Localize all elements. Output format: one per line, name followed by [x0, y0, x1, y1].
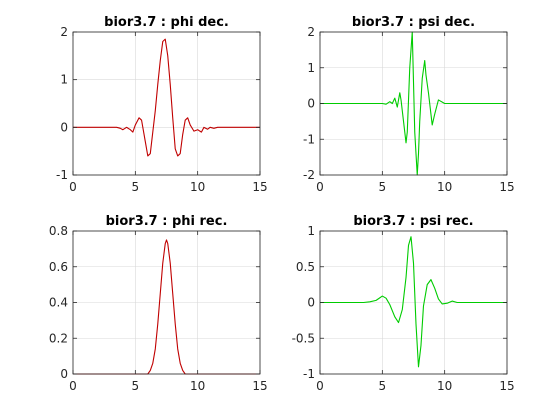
x-tick-label: 0 [69, 180, 77, 194]
y-tick-label: 0.5 [296, 260, 315, 274]
y-tick-label: -1 [303, 367, 315, 381]
subplot-2: 0 5 10 15 -2 -1 0 1 2 bior3.7 : psi dec. [303, 15, 515, 194]
y-tick-label: -1 [56, 168, 68, 182]
y-tick-label: 1 [60, 73, 68, 87]
y-tick-label: 0.4 [49, 296, 68, 310]
y-tick-label: 0 [60, 120, 68, 134]
x-tick-label: 10 [437, 379, 452, 393]
series-line-1 [320, 31, 507, 176]
y-tick-label: 0 [60, 367, 68, 381]
y-tick-label: 0 [307, 97, 315, 111]
chart-title: bior3.7 : psi rec. [353, 214, 473, 229]
x-tick-label: 5 [379, 180, 387, 194]
x-tick-label: 0 [316, 180, 324, 194]
y-tick-label: -1 [303, 132, 315, 146]
chart-title: bior3.7 : psi dec. [352, 15, 475, 30]
x-tick-label: 15 [499, 379, 514, 393]
y-tick-label: 1 [307, 224, 315, 238]
x-tick-label: 0 [316, 379, 324, 393]
y-tick-label: -2 [303, 168, 315, 182]
y-tick-label: 0.6 [49, 260, 68, 274]
x-tick-label: 5 [132, 180, 140, 194]
plot-area [73, 32, 260, 175]
x-tick-label: 10 [190, 379, 205, 393]
axes-frame [72, 31, 261, 176]
x-tick-label: 15 [252, 180, 267, 194]
x-tick-label: 15 [252, 379, 267, 393]
x-tick-label: 10 [190, 180, 205, 194]
chart-title: bior3.7 : phi rec. [106, 214, 228, 229]
y-tick-label: 0 [307, 296, 315, 310]
y-tick-label: 0.2 [49, 331, 68, 345]
y-tick-label: 2 [307, 25, 315, 39]
series-line-1 [73, 239, 260, 375]
y-tick-label: 1 [307, 61, 315, 75]
series-line-1 [320, 236, 507, 368]
y-tick-label: -0.5 [292, 331, 315, 345]
x-tick-label: 0 [69, 379, 77, 393]
x-tick-label: 5 [379, 379, 387, 393]
y-tick-label: 2 [60, 25, 68, 39]
series-line-1 [73, 38, 260, 157]
x-tick-label: 5 [132, 379, 140, 393]
subplot-3: 0 5 10 15 0 0.2 0.4 0.6 0.8 bior3.7 : phi rec. [49, 214, 268, 393]
chart-title: bior3.7 : phi dec. [104, 15, 229, 30]
y-tick-label: 0.8 [49, 224, 68, 238]
x-tick-label: 15 [499, 180, 514, 194]
x-tick-label: 10 [437, 180, 452, 194]
subplot-4: 0 5 10 15 -1 -0.5 0 0.5 1 bior3.7 : psi rec. [292, 214, 515, 393]
